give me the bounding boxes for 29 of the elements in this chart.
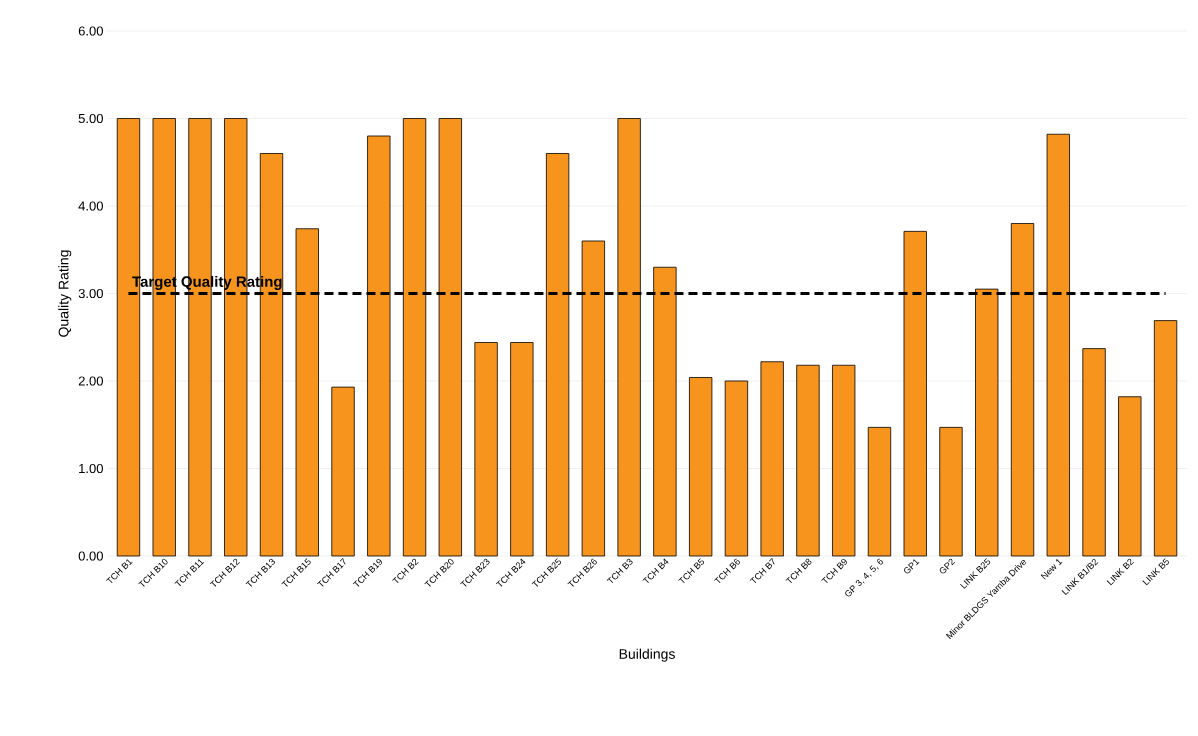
y-tick-label: 5.00 bbox=[78, 113, 103, 124]
x-tick-label: TCH B7 bbox=[749, 558, 775, 584]
bar bbox=[331, 386, 355, 557]
bar bbox=[796, 364, 820, 557]
x-tick-label: TCH B11 bbox=[174, 559, 205, 587]
x-tick-label: TCH B8 bbox=[785, 558, 812, 584]
y-tick-label: 2.00 bbox=[78, 376, 103, 386]
y-tick-label: 1.00 bbox=[79, 463, 103, 474]
bar bbox=[474, 342, 498, 557]
x-axis-title: Buildings bbox=[619, 648, 675, 662]
bar bbox=[1153, 320, 1178, 557]
y-tick-label: 4.00 bbox=[78, 201, 103, 211]
bar bbox=[1082, 348, 1106, 557]
x-tick-label: TCH B9 bbox=[821, 558, 847, 584]
y-tick-label: 3.00 bbox=[78, 288, 103, 299]
y-tick-label: 0.00 bbox=[78, 551, 103, 561]
bar bbox=[939, 426, 963, 557]
y-axis-title: Quality Rating bbox=[58, 250, 72, 337]
bar bbox=[832, 364, 856, 557]
bar bbox=[867, 426, 892, 557]
bar bbox=[760, 361, 784, 557]
x-tick-label: TCH B3 bbox=[606, 558, 633, 584]
bar bbox=[510, 342, 534, 557]
bar bbox=[689, 377, 713, 557]
bar bbox=[724, 380, 749, 557]
bar bbox=[1118, 396, 1142, 557]
x-tick-label: GP1 bbox=[903, 559, 920, 574]
x-tick-label: TCH B4 bbox=[642, 558, 669, 584]
y-tick-label: 6.00 bbox=[78, 26, 103, 36]
